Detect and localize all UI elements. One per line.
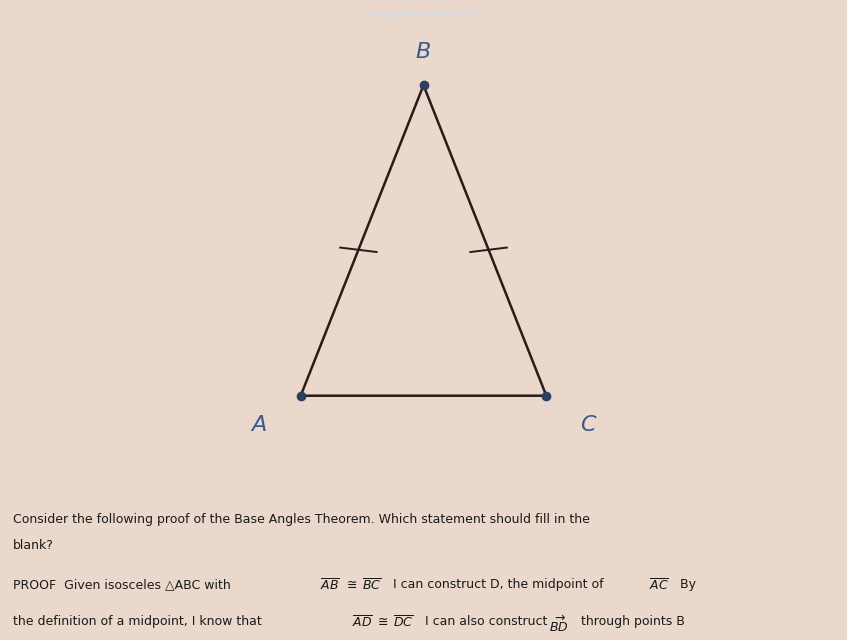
- Text: $\overrightarrow{BD}$: $\overrightarrow{BD}$: [549, 614, 568, 635]
- Text: blank?: blank?: [13, 539, 53, 552]
- Text: $\overline{AC}$: $\overline{AC}$: [649, 578, 669, 593]
- Text: By: By: [672, 578, 695, 591]
- Text: $\overline{AB}$: $\overline{AB}$: [320, 578, 340, 593]
- Text: B: B: [416, 42, 431, 61]
- Text: C: C: [580, 415, 595, 435]
- Text: I can construct D, the midpoint of: I can construct D, the midpoint of: [385, 578, 608, 591]
- Text: $\overline{AD}$: $\overline{AD}$: [352, 614, 373, 630]
- Text: $\cong$: $\cong$: [375, 614, 389, 628]
- Text: $\overline{BC}$: $\overline{BC}$: [362, 578, 381, 593]
- Text: A: A: [252, 415, 267, 435]
- Text: PROOF  Given isosceles △ABC with: PROOF Given isosceles △ABC with: [13, 578, 235, 591]
- Text: I can also construct: I can also construct: [417, 614, 551, 628]
- Text: Consider the following proof of the Base Angles Theorem. Which statement should : Consider the following proof of the Base…: [13, 513, 590, 526]
- Text: through points B: through points B: [573, 614, 684, 628]
- Text: $\cong$: $\cong$: [344, 578, 357, 591]
- Text: $\overline{DC}$: $\overline{DC}$: [393, 614, 413, 630]
- Text: Semester Review: Semester Review: [369, 8, 478, 21]
- Text: the definition of a midpoint, I know that: the definition of a midpoint, I know tha…: [13, 614, 265, 628]
